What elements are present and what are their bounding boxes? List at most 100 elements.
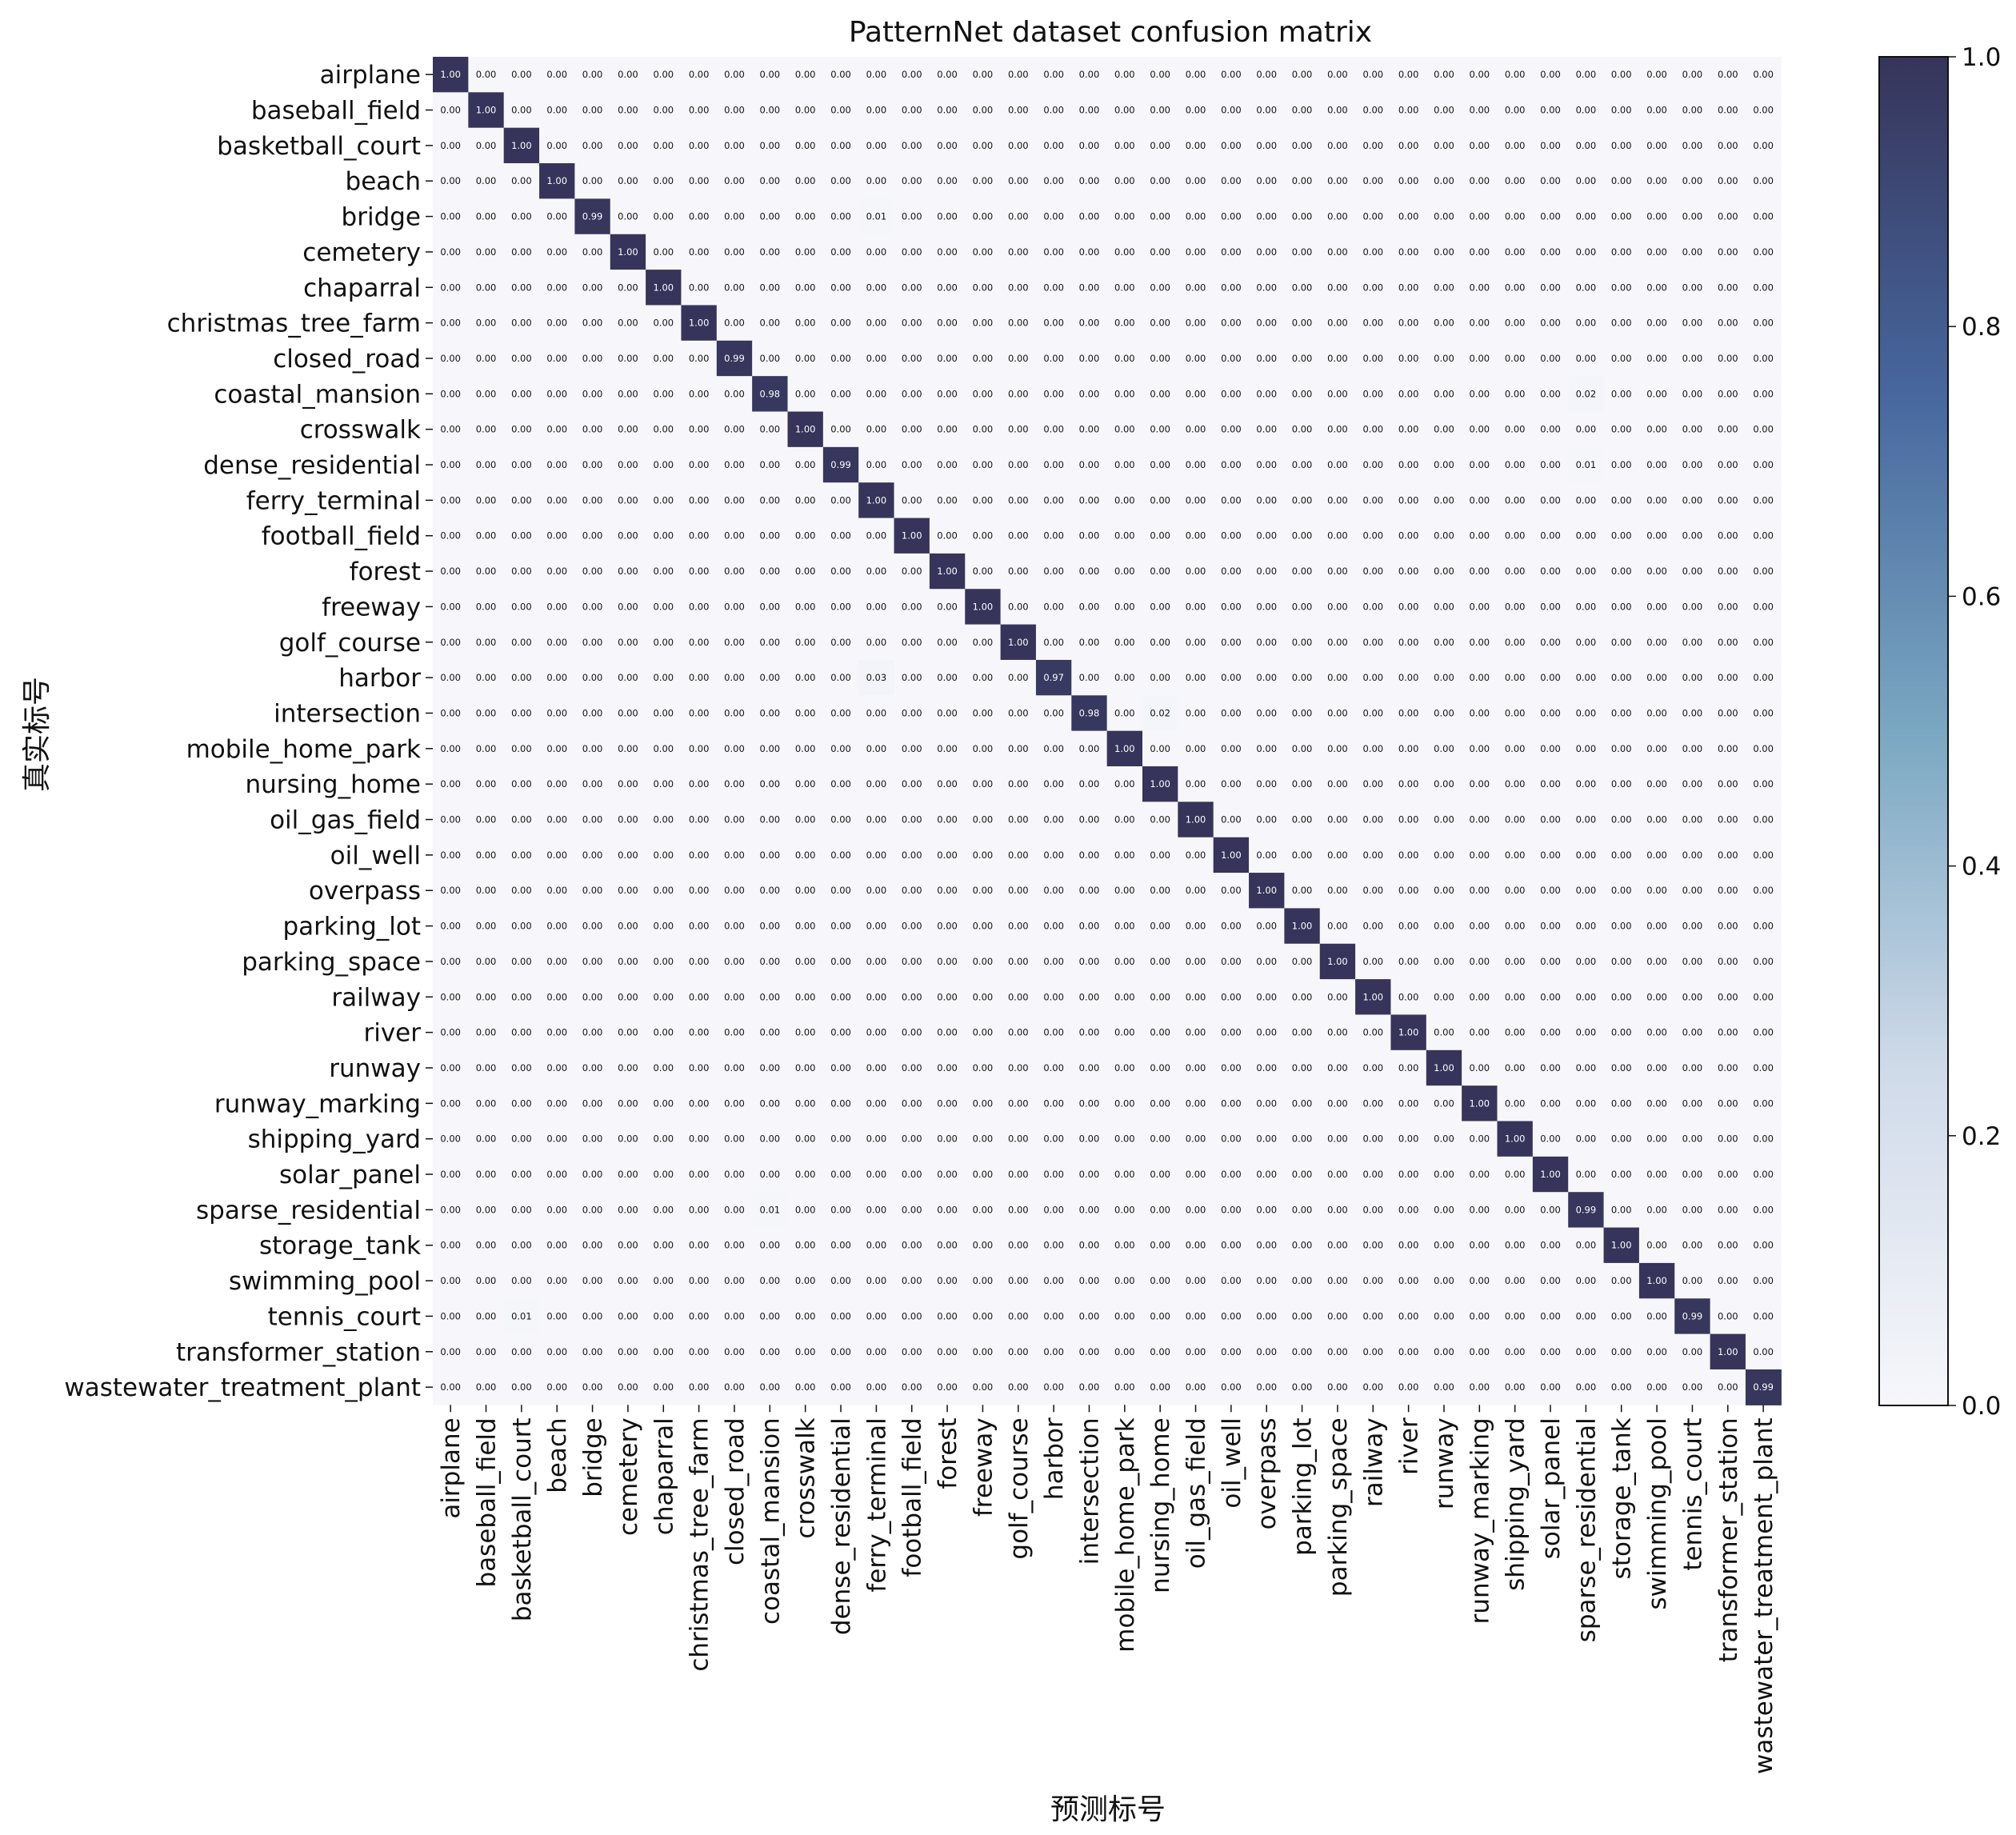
cell-value-label: 0.00 <box>1256 1169 1277 1180</box>
cell-value-label: 0.00 <box>902 743 922 754</box>
cell-value-label: 0.00 <box>973 707 994 718</box>
matrix-cell <box>1178 198 1214 235</box>
cell-value-label: 0.00 <box>689 388 710 399</box>
matrix-cell <box>646 730 682 767</box>
matrix-cell <box>1497 553 1534 590</box>
cell-value-label: 0.00 <box>1434 566 1454 577</box>
matrix-cell <box>1106 1014 1143 1051</box>
cell-value-label: 0.00 <box>1150 672 1170 683</box>
cell-value-label: 0.00 <box>1505 175 1526 186</box>
cell-value-label: 0.00 <box>1008 175 1029 186</box>
cell-value-label: 0.00 <box>1008 1310 1029 1321</box>
matrix-cell <box>1532 802 1569 838</box>
cell-value-label: 0.00 <box>1753 743 1774 754</box>
cell-value-label: 0.00 <box>830 814 851 826</box>
matrix-cell <box>1319 873 1356 909</box>
matrix-cell <box>858 411 895 448</box>
cell-value-label: 0.00 <box>689 69 710 80</box>
cell-value-label: 0.00 <box>1186 921 1206 932</box>
matrix-cell <box>1674 376 1711 413</box>
cell-value-label: 0.00 <box>795 282 816 293</box>
matrix-cell <box>646 1298 682 1335</box>
matrix-cell <box>894 1333 930 1370</box>
matrix-cell <box>894 482 930 519</box>
matrix-cell <box>1178 482 1214 519</box>
matrix-cell <box>1035 589 1072 626</box>
cell-value-label: 0.00 <box>1611 1027 1632 1038</box>
matrix-cell <box>1745 57 1782 93</box>
cell-value-label: 0.00 <box>476 850 497 861</box>
matrix-cell <box>610 730 646 767</box>
cell-value-label: 0.00 <box>440 921 461 932</box>
cell-value-label: 0.00 <box>902 1240 922 1251</box>
matrix-cell <box>1000 1121 1037 1157</box>
cell-value-label: 0.00 <box>582 1097 603 1109</box>
matrix-cell <box>1178 1049 1214 1086</box>
cell-value-label: 0.00 <box>724 140 745 151</box>
matrix-cell <box>1462 1369 1498 1405</box>
cell-value-label: 0.00 <box>760 1062 781 1073</box>
cell-value-label: 0.00 <box>511 318 532 329</box>
matrix-cell <box>1462 57 1498 93</box>
cell-value-label: 0.00 <box>1043 1027 1064 1038</box>
matrix-cell <box>1462 624 1498 661</box>
matrix-cell <box>1497 766 1534 802</box>
matrix-cell <box>822 1333 859 1370</box>
x-tick-label: tennis_court <box>1678 1417 1707 1570</box>
cell-value-label: 0.00 <box>511 778 532 790</box>
matrix-cell <box>1000 198 1037 235</box>
matrix-cell <box>1213 837 1250 874</box>
y-tick-label: shipping_yard <box>248 1125 421 1154</box>
cell-value-label: 0.00 <box>724 885 745 896</box>
matrix-cell <box>1426 873 1462 909</box>
cell-value-label: 0.00 <box>830 743 851 754</box>
matrix-cell <box>858 234 895 270</box>
matrix-cell <box>1000 1192 1037 1229</box>
cell-value-label: 0.00 <box>1718 140 1738 151</box>
cell-value-label: 0.00 <box>1008 318 1029 329</box>
matrix-cell <box>1319 659 1356 696</box>
cell-value-label: 0.00 <box>1646 1204 1667 1215</box>
matrix-cell <box>1638 446 1675 483</box>
matrix-cell <box>503 873 540 909</box>
matrix-cell <box>539 340 575 377</box>
matrix-cell <box>1142 624 1178 661</box>
cell-value-label: 0.00 <box>1576 140 1597 151</box>
cell-value-label: 0.00 <box>1362 494 1383 506</box>
x-tick-label: runway <box>1430 1417 1459 1509</box>
matrix-cell <box>1355 57 1392 93</box>
cell-value-label: 0.00 <box>1150 566 1170 577</box>
cell-value-label: 0.00 <box>1008 778 1029 790</box>
cell-value-label: 0.00 <box>1398 246 1419 258</box>
cell-value-label: 0.00 <box>1398 175 1419 186</box>
matrix-cell <box>1142 270 1178 306</box>
cell-value-label: 0.00 <box>902 1381 922 1393</box>
matrix-cell <box>1462 127 1498 164</box>
cell-value-label: 0.00 <box>866 601 887 612</box>
cell-value-label: 1.00 <box>1434 1062 1454 1073</box>
matrix-cell <box>929 1369 966 1405</box>
matrix-cell <box>858 127 895 164</box>
cell-value-label: 0.00 <box>1540 743 1561 754</box>
cell-value-label: 0.00 <box>1753 1346 1774 1357</box>
matrix-cell <box>894 979 930 1016</box>
cell-value-label: 0.00 <box>902 175 922 186</box>
cell-value-label: 0.00 <box>1221 1310 1242 1321</box>
matrix-cell <box>822 340 859 377</box>
matrix-cell <box>1568 127 1605 164</box>
matrix-cell <box>1142 766 1178 802</box>
cell-value-label: 0.00 <box>1221 105 1242 116</box>
cell-value-label: 0.00 <box>1221 353 1242 364</box>
cell-value-label: 0.00 <box>1576 991 1597 1002</box>
cell-value-label: 0.00 <box>1576 743 1597 754</box>
cell-value-label: 0.00 <box>1008 388 1029 399</box>
matrix-cell <box>539 411 575 448</box>
cell-value-label: 0.00 <box>1362 778 1383 790</box>
matrix-cell <box>1568 837 1605 874</box>
matrix-cell <box>1142 1156 1178 1193</box>
cell-value-label: 0.00 <box>902 991 922 1002</box>
matrix-cell <box>1674 1192 1711 1229</box>
matrix-cell <box>1000 270 1037 306</box>
cell-value-label: 0.00 <box>866 778 887 790</box>
matrix-cell <box>1674 1156 1711 1193</box>
